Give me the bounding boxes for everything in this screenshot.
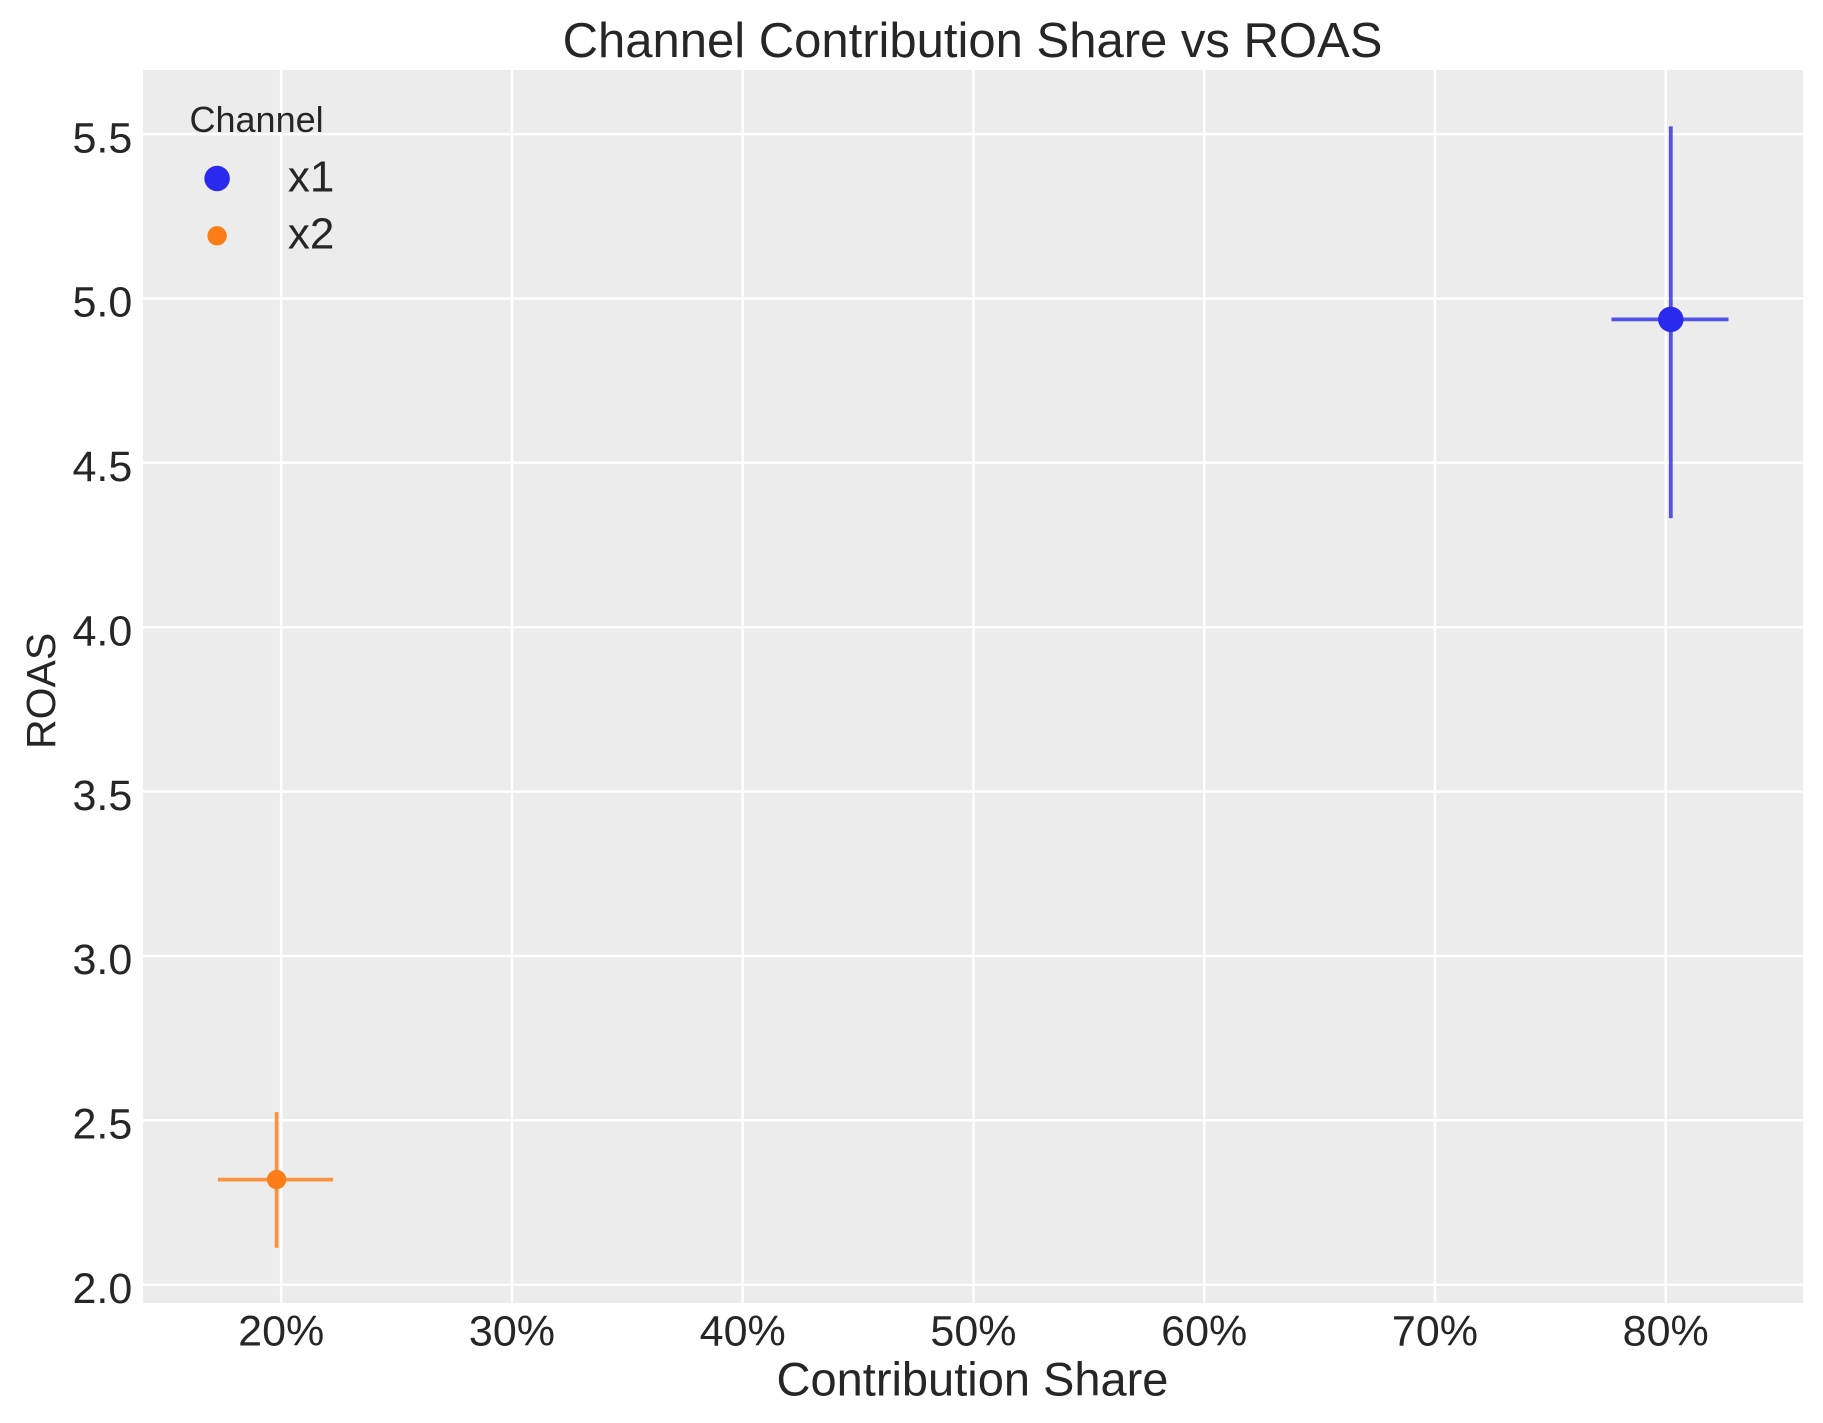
- svg-text:4.0: 4.0: [73, 607, 133, 655]
- svg-text:ROAS: ROAS: [18, 633, 64, 749]
- svg-text:5.5: 5.5: [73, 114, 133, 162]
- svg-text:70%: 70%: [1392, 1308, 1478, 1356]
- svg-text:Channel: Channel: [190, 99, 324, 140]
- svg-text:20%: 20%: [238, 1308, 324, 1356]
- svg-text:50%: 50%: [930, 1308, 1016, 1356]
- svg-text:60%: 60%: [1161, 1308, 1247, 1356]
- svg-text:Contribution Share: Contribution Share: [777, 1352, 1169, 1405]
- svg-text:4.5: 4.5: [73, 443, 133, 491]
- svg-text:x1: x1: [288, 152, 334, 201]
- svg-text:3.0: 3.0: [73, 936, 133, 984]
- svg-text:80%: 80%: [1623, 1308, 1709, 1356]
- svg-text:3.5: 3.5: [73, 772, 133, 820]
- svg-text:x2: x2: [288, 210, 334, 259]
- svg-text:Channel Contribution Share vs: Channel Contribution Share vs ROAS: [563, 14, 1383, 68]
- svg-text:30%: 30%: [469, 1308, 555, 1356]
- svg-text:2.5: 2.5: [73, 1101, 133, 1149]
- svg-text:40%: 40%: [700, 1308, 786, 1356]
- svg-text:2.0: 2.0: [73, 1265, 133, 1313]
- svg-text:5.0: 5.0: [73, 279, 133, 327]
